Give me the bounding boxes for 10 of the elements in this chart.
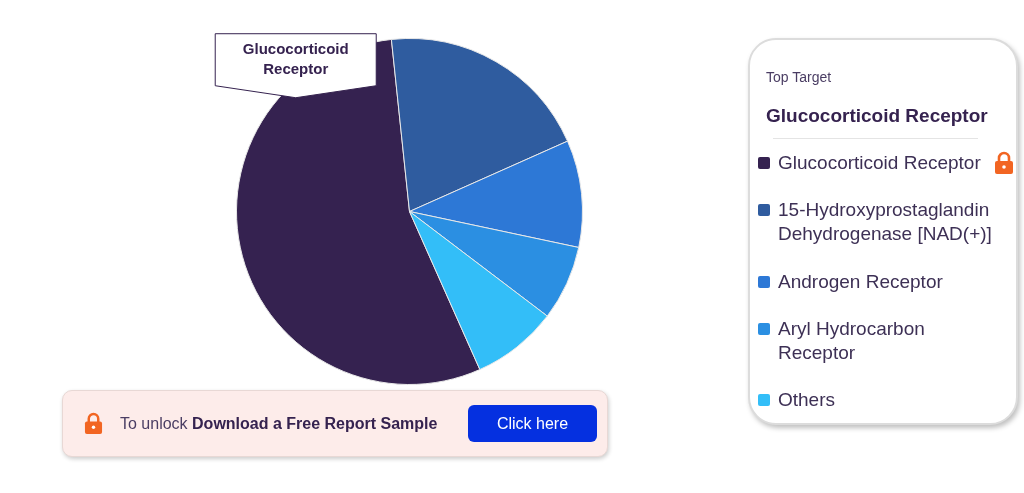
legend-label: 15-Hydroxyprostaglandin Dehydrogenase [NAD(+)] [778, 198, 993, 247]
legend-label: Aryl Hydrocarbon Receptor [778, 316, 926, 365]
text: To unlock [120, 415, 189, 432]
legend-title: Top Target [766, 68, 832, 86]
legend-label: Glucocorticoid Receptor [778, 151, 982, 175]
legend-label: Androgen Receptor [778, 269, 944, 294]
text: Glucocorticoid Receptor [766, 104, 988, 128]
text: Download a Free Report Sample [192, 415, 438, 432]
legend-label: Others [778, 388, 837, 412]
text: Glucocorticoid Receptor [242, 39, 349, 77]
